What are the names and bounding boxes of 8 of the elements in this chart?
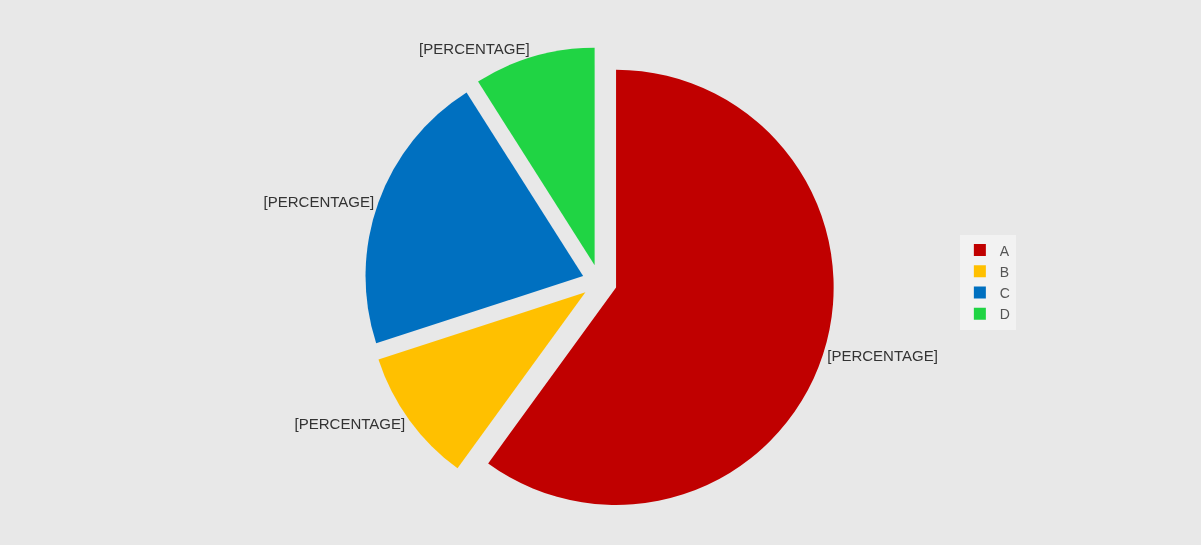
data-label: [PERCENTAGE]: [827, 346, 938, 364]
legend-label: A: [999, 242, 1010, 259]
legend-label: C: [999, 284, 1010, 301]
data-label: [PERCENTAGE]: [419, 39, 530, 57]
data-label: [PERCENTAGE]: [263, 192, 375, 210]
legend-label: B: [999, 263, 1010, 280]
legend-label: D: [999, 306, 1010, 323]
data-label: [PERCENTAGE]: [294, 414, 406, 432]
